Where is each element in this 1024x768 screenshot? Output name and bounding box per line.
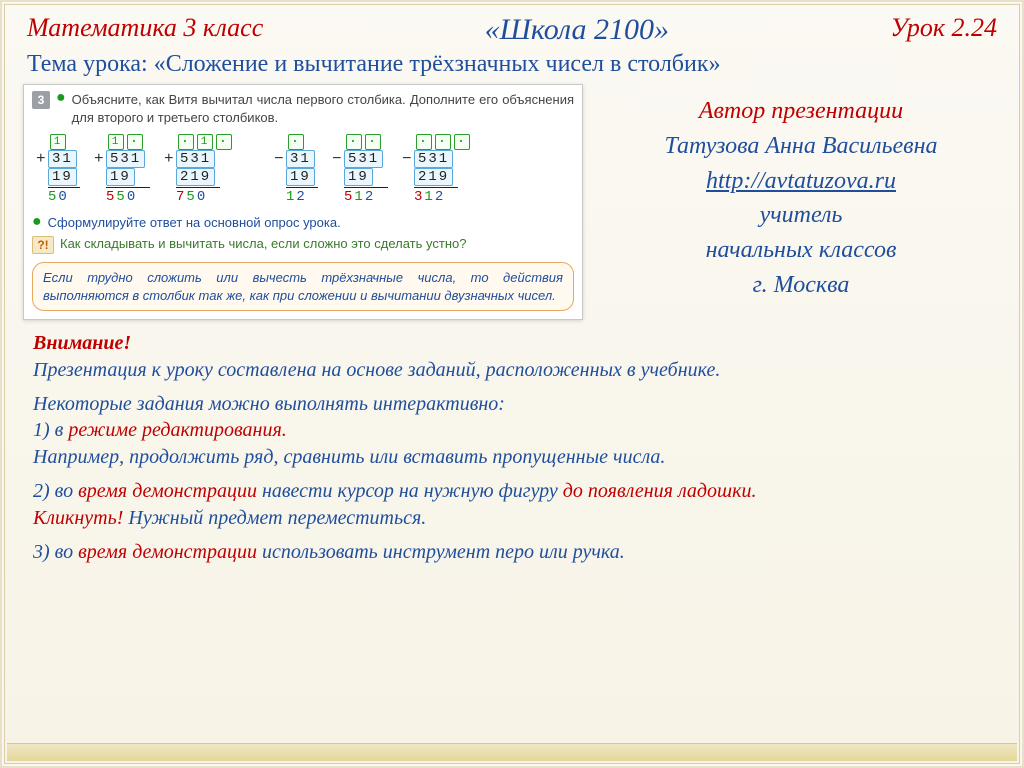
bullet-icon: ● <box>32 215 42 229</box>
rule-box: Если трудно сложить или вычесть трёхзнач… <box>32 262 574 311</box>
question-icon: ?! <box>32 236 54 254</box>
notice-p3a-num: 2) во <box>33 480 78 502</box>
notice-p2a: Некоторые задания можно выполнять интера… <box>33 393 505 415</box>
notice-p1: Презентация к уроку составлена на основе… <box>33 359 720 381</box>
attention-label: Внимание! <box>33 332 131 354</box>
author-block: Автор презентации Татузова Анна Васильев… <box>601 84 1001 320</box>
worked-examples: 1+3119501+531195501+531219750−311912−531… <box>32 130 574 211</box>
author-role2: начальных классов <box>601 233 1001 268</box>
main-question: Как складывать и вычитать числа, если сл… <box>60 236 466 251</box>
notice-p2b-num: 1) в <box>33 419 68 441</box>
notice-p3a-red1: время демонстрации <box>78 480 262 502</box>
sub-prompt: Сформулируйте ответ на основной опрос ур… <box>48 215 341 230</box>
task-number: 3 <box>32 91 50 109</box>
author-link[interactable]: http://avtatuzova.ru <box>706 168 896 194</box>
task-text: Объясните, как Витя вычитал числа первог… <box>72 91 574 126</box>
notice-p2c: Например, продолжить ряд, сравнить или в… <box>33 446 665 468</box>
header-center: «Школа 2100» <box>485 13 669 47</box>
author-name: Татузова Анна Васильевна <box>601 129 1001 164</box>
notice-block: Внимание! Презентация к уроку составлена… <box>5 320 1019 565</box>
header-right: Урок 2.24 <box>890 13 997 47</box>
notice-p3b-red: Кликнуть! <box>33 507 128 529</box>
slide-header: Математика 3 класс «Школа 2100» Урок 2.2… <box>5 5 1019 49</box>
author-title: Автор презентации <box>601 94 1001 129</box>
notice-p3b-blue: Нужный предмет переместиться. <box>128 507 426 529</box>
notice-p4-blue: использовать инструмент перо или ручка. <box>262 541 625 563</box>
notice-p2b-red: режиме редактирования. <box>68 419 286 441</box>
notice-p4-red: время демонстрации <box>78 541 262 563</box>
bullet-icon: ● <box>56 91 66 105</box>
notice-p4-num: 3) во <box>33 541 78 563</box>
author-role1: учитель <box>601 198 1001 233</box>
notice-p3a-blue: навести курсор на нужную фигуру <box>262 480 563 502</box>
lesson-topic: Тема урока: «Сложение и вычитание трёхзн… <box>5 49 1019 84</box>
footer-band <box>7 743 1017 761</box>
notice-p3a-red2: до появления ладошки. <box>563 480 757 502</box>
textbook-excerpt: 3 ● Объясните, как Витя вычитал числа пе… <box>23 84 583 320</box>
header-left: Математика 3 класс <box>27 13 263 47</box>
author-city: г. Москва <box>601 268 1001 303</box>
